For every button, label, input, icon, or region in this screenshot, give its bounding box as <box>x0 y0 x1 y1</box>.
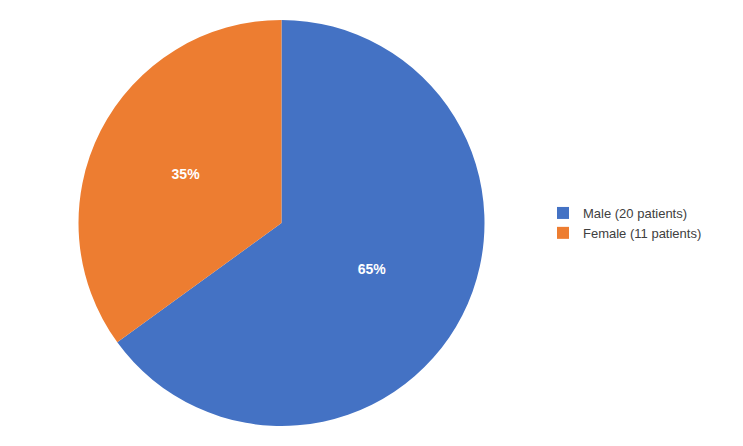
svg-text:Female (11 patients): Female (11 patients) <box>583 226 701 241</box>
svg-text:Male (20 patients): Male (20 patients) <box>583 206 687 221</box>
svg-text:65%: 65% <box>358 261 387 277</box>
svg-text:35%: 35% <box>172 166 201 182</box>
